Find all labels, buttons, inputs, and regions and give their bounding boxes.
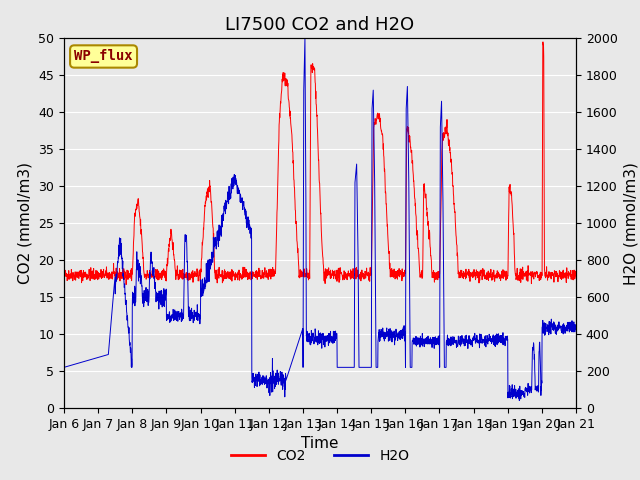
X-axis label: Time: Time [301, 436, 339, 451]
Text: WP_flux: WP_flux [74, 49, 133, 63]
Y-axis label: H2O (mmol/m3): H2O (mmol/m3) [623, 162, 638, 285]
Legend: CO2, H2O: CO2, H2O [225, 443, 415, 468]
Title: LI7500 CO2 and H2O: LI7500 CO2 and H2O [225, 16, 415, 34]
Y-axis label: CO2 (mmol/m3): CO2 (mmol/m3) [18, 162, 33, 284]
